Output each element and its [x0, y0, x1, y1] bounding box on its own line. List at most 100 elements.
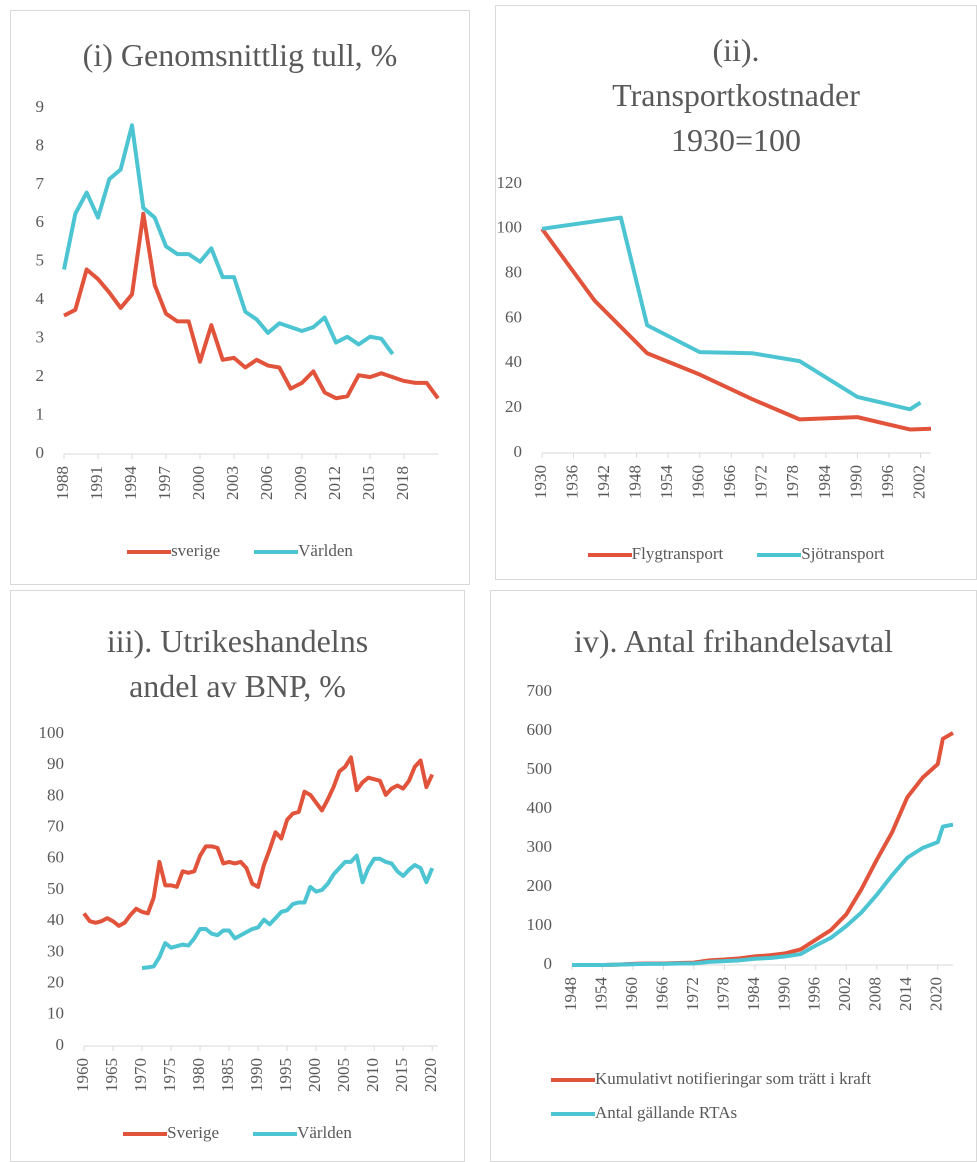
y-tick-label: 4 [36, 289, 45, 308]
x-tick-label: 1972 [752, 465, 771, 499]
y-tick-label: 20 [505, 397, 522, 416]
series-line [82, 755, 435, 928]
legend-swatch [551, 1112, 595, 1116]
y-tick-label: 7 [36, 174, 45, 193]
x-tick-label: 2005 [334, 1058, 353, 1092]
legend-label: Världen [297, 1123, 352, 1142]
x-tick-label: 1994 [121, 466, 140, 501]
legend-entry: Sjötransport [757, 544, 884, 564]
y-tick-label: 70 [47, 817, 64, 836]
y-tick-label: 400 [527, 798, 553, 817]
chart-panel: iv). Antal frihandelsavtal 0 100 200 300 400 5… [490, 590, 977, 1162]
x-tick-label: 1990 [846, 465, 865, 499]
legend-label: Antal gällande RTAs [595, 1103, 738, 1122]
y-tick-label: 10 [47, 1004, 64, 1023]
legend-swatch [254, 550, 299, 554]
legend-swatch [587, 553, 632, 557]
y-tick-label: 0 [36, 443, 45, 462]
x-tick-label: 1978 [783, 465, 802, 499]
chart-panel: iii). Utrikeshandelns andel av BNP, % 0 10… [10, 590, 465, 1162]
legend-entry: Världen [253, 1123, 352, 1143]
series-line [541, 215, 922, 412]
x-tick-label: 2015 [392, 1058, 411, 1092]
series-line [62, 123, 395, 356]
y-tick-label: 6 [36, 212, 45, 231]
series-line [572, 731, 954, 967]
y-tick-label: 3 [36, 328, 45, 347]
x-tick-label: 1980 [189, 1058, 208, 1092]
x-tick-label: 2009 [291, 466, 310, 500]
x-tick-label: 1954 [657, 465, 676, 500]
y-tick-label: 50 [47, 879, 64, 898]
x-tick-label: 1995 [276, 1058, 295, 1092]
x-tick-label: 2000 [189, 466, 208, 500]
legend-swatch [757, 553, 802, 557]
series-line [63, 211, 440, 401]
x-tick-label: 1948 [626, 465, 645, 499]
y-tick-label: 60 [47, 848, 64, 867]
x-tick-label: 1991 [87, 466, 106, 500]
legend-entry: Kumulativt notifieringar som trätt i kra… [551, 1069, 871, 1089]
x-tick-label: 1954 [591, 977, 610, 1012]
x-tick-label: 1966 [720, 465, 739, 499]
legend-label: Sverige [167, 1123, 220, 1142]
legend-label: sverige [171, 541, 221, 560]
y-tick-label: 300 [527, 837, 553, 856]
legend-entry: Världen [254, 541, 353, 561]
chart-title: (ii). Transportkostnader 1930=100 [612, 32, 860, 158]
x-tick-label: 1966 [652, 977, 671, 1011]
x-tick-label: 2000 [305, 1058, 324, 1092]
x-tick-label: 1936 [562, 465, 581, 499]
x-tick-label: 1984 [744, 977, 763, 1012]
series-line [141, 853, 435, 970]
y-tick-label: 40 [47, 910, 64, 929]
chart-title: iv). Antal frihandelsavtal [573, 623, 893, 659]
y-tick-label: 80 [47, 785, 64, 804]
legend: Sverige Världen [11, 1123, 464, 1143]
chart-title: iii). Utrikeshandelns andel av BNP, % [106, 623, 369, 704]
x-tick-label: 1930 [531, 465, 550, 499]
x-tick-label: 1984 [815, 465, 834, 500]
x-tick-label: 1978 [713, 977, 732, 1011]
legend: Kumulativt notifieringar som trätt i kra… [491, 1069, 976, 1123]
y-tick-label: 120 [497, 173, 523, 192]
x-tick-label: 1997 [155, 466, 174, 501]
plot: 0 100 200 300 400 500 600 700 1948 1954 1960 1966 19… [527, 681, 954, 1012]
y-tick-label: 0 [56, 1035, 65, 1054]
y-tick-label: 2 [36, 366, 45, 385]
y-tick-label: 700 [527, 681, 553, 700]
x-tick-label: 1970 [131, 1058, 150, 1092]
legend: sverige Världen [11, 541, 469, 561]
x-tick-label: 2014 [896, 977, 915, 1012]
y-tick-label: 60 [505, 307, 522, 326]
x-tick-label: 1942 [594, 465, 613, 499]
y-tick-label: 8 [36, 135, 45, 154]
legend-entry: Sverige [123, 1123, 219, 1143]
x-tick-label: 2020 [421, 1058, 440, 1092]
legend-label: Kumulativt notifieringar som trätt i kra… [595, 1069, 872, 1088]
legend-swatch [551, 1078, 595, 1082]
x-tick-label: 2003 [223, 466, 242, 500]
x-tick-label: 1975 [160, 1058, 179, 1092]
x-tick-label: 1990 [247, 1058, 266, 1092]
y-tick-label: 20 [47, 973, 64, 992]
series-line [540, 227, 932, 432]
x-tick-label: 1960 [73, 1058, 92, 1092]
x-tick-label: 2015 [359, 466, 378, 500]
y-tick-label: 600 [527, 720, 553, 739]
x-tick-label: 2006 [257, 466, 276, 500]
y-tick-label: 80 [505, 263, 522, 282]
y-tick-label: 100 [39, 723, 65, 742]
y-tick-label: 5 [36, 251, 45, 270]
y-tick-label: 0 [514, 442, 523, 461]
x-tick-label: 2012 [325, 466, 344, 500]
x-tick-label: 2010 [363, 1058, 382, 1092]
plot: 0 1 2 3 4 5 6 7 8 9 1988 1991 1994 1997 2000 2003 2006 20… [36, 97, 440, 501]
x-tick-label: 1990 [774, 977, 793, 1011]
y-tick-label: 30 [47, 941, 64, 960]
chart-panel: (i) Genomsnittlig tull, % 0 1 2 3 4 5 6 7 8 9 1988 1… [10, 10, 470, 585]
legend-entry: sverige [127, 541, 220, 561]
x-tick-label: 1960 [622, 977, 641, 1011]
legend-swatch [253, 1132, 298, 1136]
